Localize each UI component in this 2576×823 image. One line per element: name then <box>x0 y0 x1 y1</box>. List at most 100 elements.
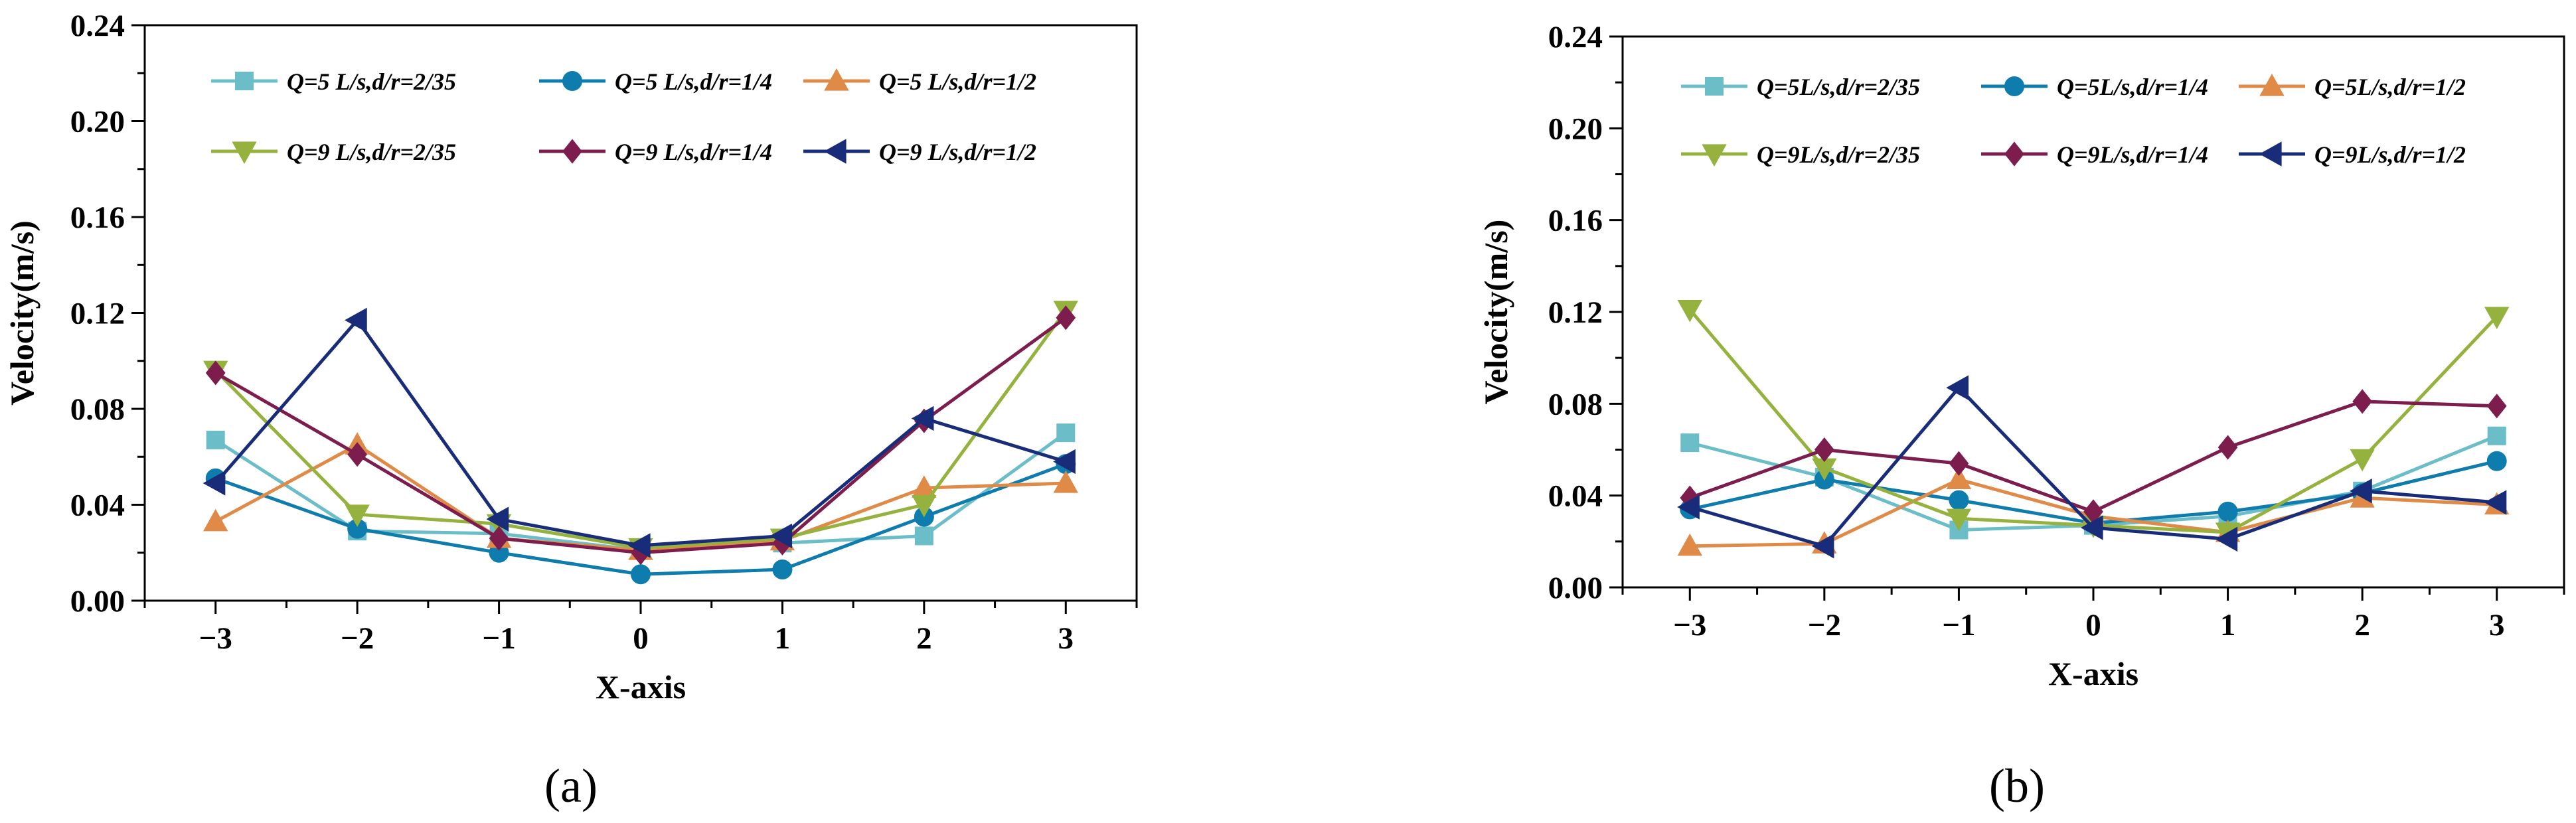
data-point <box>2215 526 2238 552</box>
data-point <box>1811 534 1834 559</box>
legend-item: Q=5 L/s,d/r=1/4 <box>539 68 772 95</box>
data-point <box>1053 470 1078 493</box>
legend-item: Q=9L/s,d/r=1/2 <box>2239 141 2466 168</box>
y-axis-title: Velocity(m/s) <box>3 220 40 406</box>
data-point <box>486 506 509 532</box>
y-tick-label: 0.24 <box>70 9 125 43</box>
legend-marker <box>235 72 254 90</box>
x-axis-title: X-axis <box>2048 655 2138 692</box>
x-tick-label: 3 <box>2489 608 2505 642</box>
y-tick-label: 0.12 <box>1548 295 1603 330</box>
legend-marker <box>824 68 849 91</box>
legend-item: Q=5 L/s,d/r=1/2 <box>803 68 1036 95</box>
legend-item: Q=5L/s,d/r=1/2 <box>2239 73 2466 100</box>
y-tick-label: 0.08 <box>70 392 125 427</box>
legend-label: Q=9 L/s,d/r=2/35 <box>287 139 456 165</box>
data-point <box>2486 394 2507 419</box>
legend-marker <box>1705 77 1724 96</box>
data-point <box>2080 515 2103 540</box>
y-tick-label: 0.12 <box>70 297 125 331</box>
x-tick-label: 0 <box>633 621 649 656</box>
data-point <box>1680 433 1700 453</box>
legend-label: Q=9 L/s,d/r=1/4 <box>615 139 772 165</box>
data-point <box>345 307 367 333</box>
legend-label: Q=9 L/s,d/r=1/2 <box>879 139 1036 165</box>
data-point <box>631 564 651 585</box>
series-line <box>214 316 1067 555</box>
data-point <box>1946 467 1972 490</box>
legend-marker <box>562 71 582 91</box>
series <box>1680 389 2507 524</box>
data-point <box>911 406 934 431</box>
data-point <box>2217 435 2238 460</box>
x-tick-label: −3 <box>1673 608 1706 642</box>
x-tick-label: 0 <box>2085 608 2101 642</box>
y-tick-label: 0.24 <box>1548 20 1603 54</box>
panel-b-label: (b) <box>1989 759 2045 812</box>
data-point <box>2350 479 2372 504</box>
data-point <box>772 560 793 580</box>
data-point <box>2487 426 2506 445</box>
legend-label: Q=5 L/s,d/r=1/2 <box>879 68 1036 95</box>
legend-marker <box>2259 73 2285 96</box>
plot-frame <box>143 24 1138 602</box>
data-point <box>1946 375 1969 400</box>
legend-marker <box>232 141 257 165</box>
data-point <box>1056 305 1076 331</box>
data-point <box>2484 490 2507 515</box>
data-point <box>1053 449 1076 475</box>
legend-label: Q=5L/s,d/r=1/2 <box>2314 74 2466 100</box>
legend-item: Q=5L/s,d/r=1/4 <box>1981 74 2208 100</box>
x-tick-label: −2 <box>341 621 374 656</box>
legend-item: Q=5 L/s,d/r=2/35 <box>211 68 456 95</box>
legend-item: Q=9L/s,d/r=1/4 <box>1981 141 2208 168</box>
data-point <box>347 442 368 467</box>
data-point <box>912 494 937 518</box>
x-tick-label: −2 <box>1808 608 1841 642</box>
data-point <box>2217 501 2238 522</box>
data-point <box>2484 307 2510 329</box>
y-tick-label: 0.20 <box>70 105 125 139</box>
legend-item: Q=9 L/s,d/r=1/4 <box>539 139 772 165</box>
data-point <box>1949 490 1969 510</box>
legend-label: Q=5L/s,d/r=2/35 <box>1757 74 1920 100</box>
legend-marker <box>823 139 846 164</box>
y-tick-label: 0.04 <box>1548 479 1603 514</box>
legend-marker <box>1702 144 1727 167</box>
data-point <box>202 471 226 496</box>
data-point <box>205 360 226 386</box>
data-point <box>206 430 225 449</box>
y-tick-label: 0.00 <box>70 584 125 619</box>
data-point <box>1056 423 1076 443</box>
series <box>1677 375 2507 559</box>
y-tick-label: 0.04 <box>70 488 125 523</box>
data-point <box>1677 299 1702 323</box>
y-axis-title: Velocity(m/s) <box>1477 220 1514 405</box>
panel-a-chart: 0.00 0.04 0.08 0.12 0.16 0.20 0.24 −3 −2 −1 0 1 2 3 X-… <box>3 9 1138 706</box>
y-tick-label: 0.08 <box>1548 387 1603 421</box>
data-point <box>2350 449 2375 472</box>
data-point <box>489 526 509 551</box>
x-axis-title: X-axis <box>596 668 686 706</box>
legend-marker <box>2259 141 2282 167</box>
data-point <box>1949 451 1969 476</box>
legend-label: Q=9L/s,d/r=1/2 <box>2314 141 2466 168</box>
data-point <box>1946 508 1972 532</box>
legend-item: Q=9 L/s,d/r=2/35 <box>211 139 456 165</box>
x-tick-label: −1 <box>1942 608 1975 642</box>
legend-label: Q=5 L/s,d/r=1/4 <box>615 68 772 95</box>
x-tick-label: 2 <box>916 621 932 656</box>
data-point <box>345 504 370 528</box>
legend-marker <box>562 139 582 164</box>
panel-b-chart: 0.00 0.04 0.08 0.12 0.16 0.20 0.24 −3 −2 −1 0 1 2 3 X-… <box>1477 20 2565 692</box>
data-point <box>627 533 651 558</box>
series <box>202 307 1076 558</box>
legend-marker <box>2004 141 2024 167</box>
data-point <box>2352 389 2373 414</box>
data-point <box>769 523 793 549</box>
legend-label: Q=5L/s,d/r=1/4 <box>2057 74 2208 100</box>
data-point <box>1814 437 1834 463</box>
x-tick-label: −3 <box>199 621 232 656</box>
panel-a-label: (a) <box>544 759 598 812</box>
legend-label: Q=9L/s,d/r=1/4 <box>2057 141 2208 168</box>
